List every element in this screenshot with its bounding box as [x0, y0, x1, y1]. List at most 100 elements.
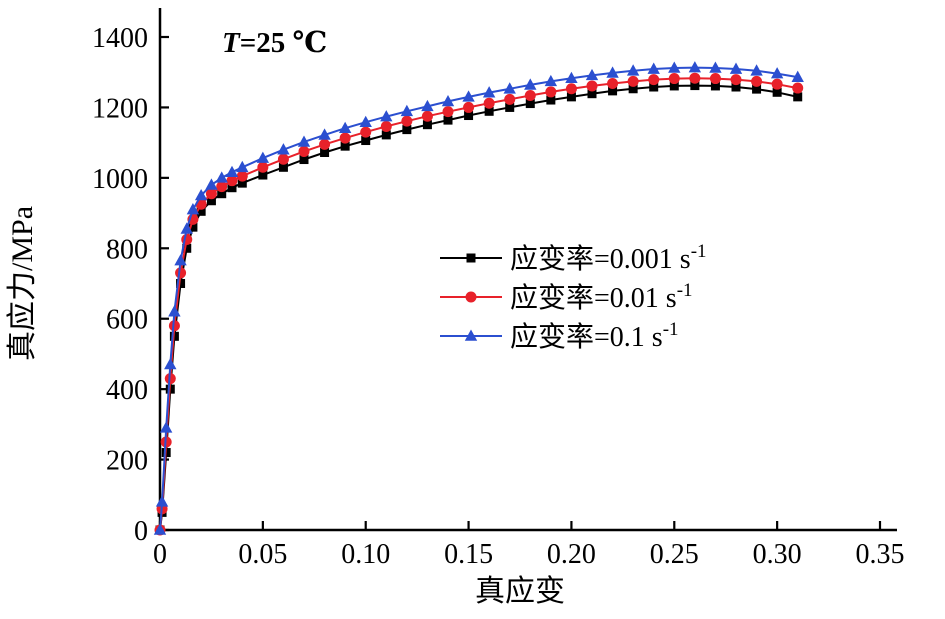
series-line-1 [159, 77, 798, 531]
series-marker-0 [669, 81, 679, 91]
x-tick-label: 0 [153, 539, 167, 570]
series-marker-0 [546, 95, 556, 105]
series-marker-0 [772, 87, 782, 97]
series-marker-2 [606, 66, 619, 78]
x-tick-label: 0.15 [444, 539, 493, 570]
series-marker-1 [463, 101, 475, 113]
series-marker-0 [587, 89, 597, 99]
series-marker-2 [647, 62, 660, 74]
legend-label-0: 应变率=0.001 s-1 [510, 241, 707, 275]
series-marker-2 [524, 78, 537, 90]
legend-marker-2 [464, 329, 478, 341]
series-marker-1 [205, 188, 217, 200]
x-tick-label: 0.35 [856, 539, 905, 570]
series-marker-1 [648, 74, 660, 86]
series-marker-0 [340, 141, 350, 151]
series-marker-1 [771, 78, 783, 90]
series-marker-1 [504, 93, 516, 105]
series-marker-2 [709, 61, 722, 73]
series-marker-0 [505, 102, 515, 112]
series-marker-2 [153, 523, 167, 535]
series-marker-0 [176, 279, 186, 288]
series-marker-2 [215, 171, 228, 183]
series-marker-2 [565, 71, 578, 84]
series-marker-2 [155, 495, 169, 507]
y-tick-label: 1000 [92, 164, 148, 195]
series-marker-0 [484, 106, 494, 116]
series-marker-0 [464, 111, 474, 121]
series-marker-1 [607, 77, 619, 89]
series-marker-2 [236, 160, 249, 173]
series-marker-2 [297, 135, 311, 147]
series-marker-2 [544, 74, 558, 87]
legend-marker-0 [466, 253, 476, 263]
series-marker-0 [566, 92, 576, 102]
series-marker-1 [298, 145, 310, 157]
series-marker-1 [565, 83, 577, 95]
y-tick-label: 400 [106, 375, 148, 406]
series-marker-1 [730, 74, 742, 86]
series-marker-2 [462, 90, 475, 102]
series-marker-0 [206, 196, 216, 206]
x-tick-label: 0.10 [341, 539, 390, 570]
series-marker-1 [689, 72, 701, 84]
series-marker-1 [524, 89, 536, 101]
series-marker-0 [227, 183, 237, 193]
series-marker-2 [400, 104, 414, 117]
series-marker-1 [627, 75, 639, 87]
series-marker-2 [205, 178, 218, 190]
series-marker-0 [793, 92, 803, 102]
series-marker-2 [225, 165, 239, 178]
series-marker-0 [381, 130, 391, 140]
series-marker-2 [338, 121, 352, 134]
series-marker-0 [320, 148, 330, 158]
series-marker-0 [402, 125, 412, 135]
series-marker-2 [159, 421, 173, 433]
series-marker-2 [256, 151, 270, 163]
series-marker-0 [731, 82, 741, 92]
y-tick-label: 800 [106, 234, 148, 265]
series-marker-2 [791, 70, 804, 82]
series-marker-1 [668, 73, 680, 85]
x-axis-title: 真应变 [475, 575, 565, 608]
y-axis-title: 真应力/MPa [6, 206, 39, 361]
series-marker-2 [770, 67, 784, 79]
y-tick-label: 1200 [92, 93, 148, 124]
y-tick-label: 200 [106, 446, 148, 477]
series-marker-1 [442, 106, 454, 118]
temperature-annotation: T=25 ℃ [222, 27, 327, 59]
series-marker-2 [180, 222, 193, 234]
series-marker-1 [545, 86, 557, 98]
series-marker-0 [237, 178, 247, 188]
series-marker-0 [608, 86, 618, 96]
series-marker-1 [226, 175, 238, 187]
series-marker-1 [168, 320, 180, 332]
y-tick-label: 600 [106, 305, 148, 336]
x-tick-label: 0.25 [650, 539, 699, 570]
series-marker-0 [258, 170, 268, 180]
series-marker-1 [216, 181, 228, 193]
series-marker-2 [421, 99, 434, 112]
series-marker-1 [421, 110, 433, 122]
y-tick-label: 1400 [92, 23, 148, 54]
series-marker-0 [196, 206, 206, 216]
series-marker-2 [380, 110, 393, 122]
series-marker-0 [278, 162, 288, 172]
series-marker-1 [319, 138, 331, 150]
series-marker-2 [174, 254, 187, 266]
x-tick-label: 0.20 [547, 539, 596, 570]
series-marker-0 [628, 84, 638, 94]
series-marker-2 [688, 61, 702, 73]
series-marker-0 [710, 81, 720, 91]
series-marker-2 [318, 128, 331, 140]
series-marker-2 [482, 86, 496, 98]
series-marker-2 [503, 82, 516, 94]
series-marker-1 [257, 161, 269, 173]
series-marker-1 [586, 80, 598, 92]
series-marker-1 [181, 233, 193, 245]
legend-label-2: 应变率=0.1 s-1 [510, 319, 679, 353]
legend-marker-1 [465, 291, 477, 303]
series-marker-2 [164, 357, 177, 370]
